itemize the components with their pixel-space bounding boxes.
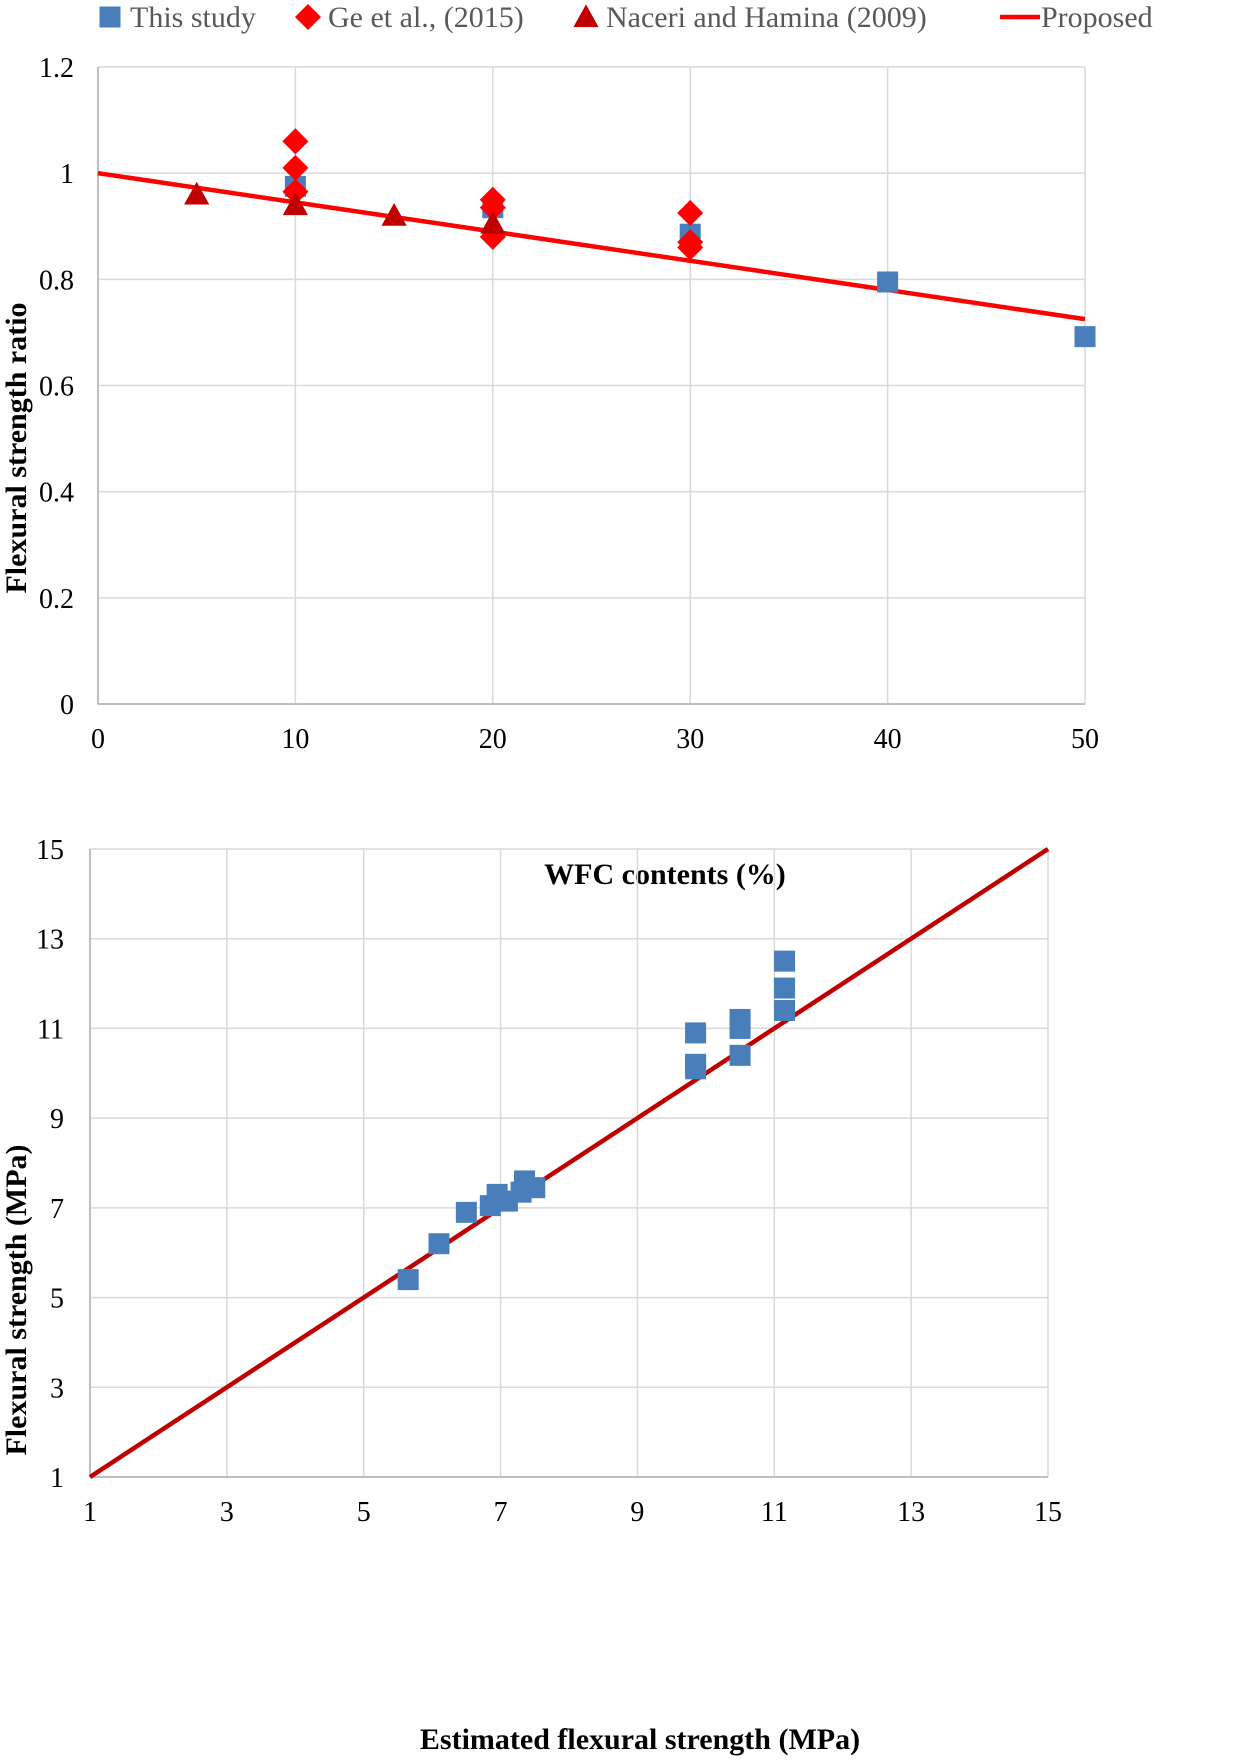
- chart2-series: [88, 847, 1050, 1479]
- chart2-x-tick-label: 3: [220, 1497, 234, 1528]
- chart1-data-point-diamond: [677, 199, 704, 226]
- legend-triangle-symbol: [573, 4, 599, 28]
- chart1-x-axis-label: WFC contents (%): [544, 858, 786, 891]
- chart1-data-point-triangle: [480, 210, 506, 234]
- chart2-data-point-square: [524, 1177, 546, 1199]
- chart1-y-tick-label: 1.2: [39, 53, 74, 84]
- legend-item: Naceri and Hamina (2009): [573, 1, 927, 34]
- chart2-x-tick-label: 9: [630, 1497, 644, 1528]
- legend-label: Naceri and Hamina (2009): [606, 1, 927, 34]
- chart2-x-tick-label: 15: [1034, 1497, 1062, 1528]
- chart2-x-tick-label: 7: [494, 1497, 508, 1528]
- chart1-y-axis-label: Flexural strength ratio: [0, 302, 33, 593]
- chart2-x-tick-label: 13: [897, 1497, 925, 1528]
- chart2-data-point-square: [397, 1269, 419, 1291]
- legend-label: Ge et al., (2015): [328, 1, 524, 34]
- legend-label: This study: [130, 1, 256, 34]
- chart2-grid: [90, 848, 1049, 1477]
- legend-square-symbol: [99, 6, 121, 28]
- chart2-x-tick-label: 5: [357, 1497, 371, 1528]
- chart2-x-axis-label: Estimated flexural strength (MPa): [420, 1723, 860, 1756]
- chart1-y-tick-label: 0.8: [39, 265, 74, 296]
- chart1-x-tick-label: 40: [874, 724, 902, 755]
- chart1-data-point-square: [877, 271, 899, 293]
- chart2-data-point-square: [428, 1233, 450, 1255]
- legend-diamond-symbol: [294, 3, 322, 31]
- chart1-data-point-diamond: [677, 234, 704, 261]
- chart2-data-point-square: [774, 977, 796, 999]
- chart1-data-point-diamond: [282, 128, 309, 155]
- chart2-y-tick-label: 5: [50, 1284, 64, 1315]
- chart2-data-point-square: [729, 1017, 751, 1039]
- chart1-series-line: [97, 170, 1086, 322]
- chart2-data-point-square: [729, 1044, 751, 1066]
- chart2-data-point-square: [685, 1022, 707, 1044]
- chart2-data-point-square: [685, 1058, 707, 1080]
- chart2-data-point-square: [774, 999, 796, 1021]
- chart1-data-point-triangle: [184, 181, 210, 205]
- chart2-data-point-square: [455, 1201, 477, 1223]
- chart2-y-tick-label: 3: [50, 1373, 64, 1404]
- chart2-axes: [89, 849, 1048, 1478]
- legend: This study Ge et al., (2015) Naceri and Ha…: [99, 1, 1153, 34]
- chart1-y-tick-label: 0.4: [39, 478, 74, 509]
- chart2-y-tick-label: 9: [50, 1104, 64, 1135]
- chart1-data-point-diamond: [282, 178, 309, 205]
- chart1-data-point-triangle: [282, 192, 308, 216]
- legend-label: Proposed: [1041, 1, 1153, 34]
- chart1-y-tick-label: 0: [60, 690, 74, 721]
- chart1-data-point-diamond: [479, 194, 506, 221]
- chart1-data-point-triangle: [381, 203, 407, 226]
- chart1-x-tick-label: 30: [676, 724, 704, 755]
- chart1-x-tick-label: 50: [1071, 724, 1099, 755]
- chart1-y-tick-label: 0.6: [39, 372, 74, 403]
- chart1-x-tick-label: 10: [281, 724, 309, 755]
- chart1-grid: [98, 66, 1086, 704]
- chart2-y-tick-label: 11: [37, 1014, 64, 1045]
- chart1-data-point-diamond: [282, 154, 309, 181]
- chart1-x-tick-label: 0: [91, 724, 105, 755]
- chart2-series-line: [88, 847, 1050, 1479]
- chart2-y-axis-label: Flexural strength (MPa): [0, 1144, 33, 1455]
- chart2-x-tick-label: 11: [761, 1497, 788, 1528]
- chart2-x-tick-label: 1: [83, 1497, 97, 1528]
- chart2-data-point-square: [774, 950, 796, 972]
- chart1-x-tick-label: 20: [479, 724, 507, 755]
- chart1-data-point-square: [1074, 326, 1096, 348]
- legend-item: This study: [99, 1, 256, 34]
- flexural-ratio-chart: 0 10 20 30 40 50 0 0.2 0.4 0.6 0.8 1 1.2 WFC content…: [0, 53, 1099, 891]
- chart1-series: [97, 128, 1096, 348]
- chart2-y-tick-label: 1: [50, 1463, 64, 1494]
- chart2-y-tick-label: 7: [50, 1194, 64, 1225]
- chart1-y-tick-label: 0.2: [39, 584, 74, 615]
- chart2-y-tick-label: 13: [36, 925, 64, 956]
- legend-item: Ge et al., (2015): [294, 1, 524, 34]
- legend-item: Proposed: [1000, 1, 1153, 34]
- chart1-y-tick-label: 1: [60, 159, 74, 190]
- chart2-y-tick-label: 15: [36, 835, 64, 866]
- chart1-tick-labels: 0 10 20 30 40 50 0 0.2 0.4 0.6 0.8 1 1.2: [39, 53, 1099, 755]
